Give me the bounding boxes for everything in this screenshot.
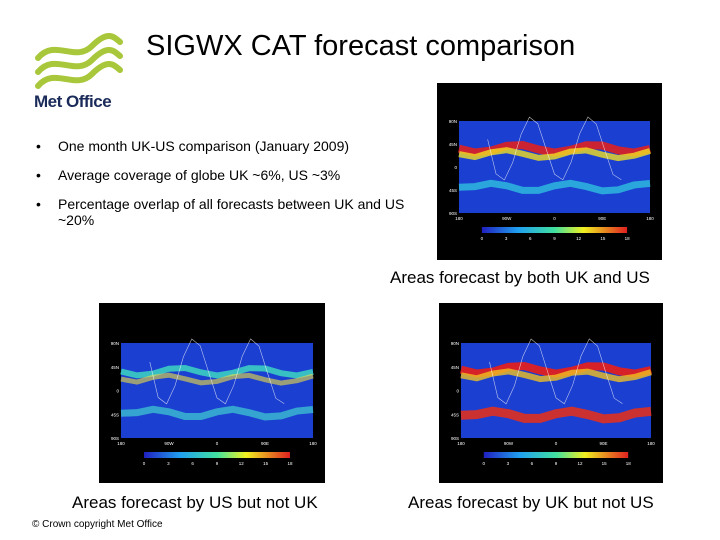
x-tick-label: 180 — [647, 441, 655, 446]
map-panel-us-only: 90N 45N 0 45S 90S 180 90W 0 90E 180 0 3 6 9 12 15 18 — [99, 303, 325, 483]
bullet-item: • Average coverage of globe UK ~6%, US ~3… — [36, 167, 416, 183]
bullet-item: • One month UK-US comparison (January 200… — [36, 138, 416, 154]
coastline — [149, 338, 285, 405]
y-tick-label: 90S — [449, 211, 457, 216]
colorbar-tick-label: 3 — [167, 461, 170, 466]
cat-band — [460, 368, 652, 383]
footer-copyright: © Crown copyright Met Office — [32, 519, 163, 530]
cat-band — [120, 405, 314, 421]
y-tick-label: 45N — [111, 365, 119, 370]
bullet-marker: • — [36, 196, 41, 212]
slide-title: SIGWX CAT forecast comparison — [146, 30, 576, 62]
colorbar-tick-label: 0 — [143, 461, 146, 466]
colorbar — [483, 452, 629, 458]
x-tick-label: 90E — [599, 441, 607, 446]
y-tick-label: 45N — [451, 365, 459, 370]
y-tick-label: 45S — [449, 188, 457, 193]
bullet-text: Average coverage of globe UK ~6%, US ~3% — [58, 167, 341, 183]
map-caption-us-only: Areas forecast by US but not UK — [72, 493, 318, 512]
y-tick-label: 90N — [451, 341, 459, 346]
x-tick-label: 90E — [261, 441, 269, 446]
bullet-text: Percentage overlap of all forecasts betw… — [58, 196, 405, 228]
colorbar-tick-label: 15 — [600, 236, 606, 241]
logo-text: Met Office — [34, 92, 112, 111]
y-tick-label: 45S — [451, 412, 459, 417]
colorbar — [144, 452, 290, 458]
map-field — [461, 343, 651, 438]
x-tick-label: 180 — [117, 441, 125, 446]
colorbar-tick-label: 12 — [576, 236, 582, 241]
coastline — [489, 338, 623, 405]
y-tick-label: 45S — [111, 412, 119, 417]
colorbar-tick-label: 3 — [505, 236, 508, 241]
bullet-text: One month UK-US comparison (January 2009… — [58, 138, 350, 154]
colorbar — [481, 227, 628, 233]
y-tick-label: 45N — [449, 142, 457, 147]
cat-band — [120, 364, 314, 379]
met-office-logo-icon — [35, 33, 123, 89]
map-panel-uk-only: 90N 45N 0 45S 90S 180 90W 0 90E 180 0 3 6 9 12 15 18 — [439, 303, 663, 483]
y-tick-label: 0 — [116, 389, 119, 394]
colorbar-tick-label: 9 — [553, 236, 556, 241]
bullet-item: • Percentage overlap of all forecasts bet… — [36, 196, 416, 228]
map-caption-uk-only: Areas forecast by UK but not US — [408, 493, 654, 512]
colorbar-tick-label: 6 — [191, 461, 194, 466]
x-tick-label: 180 — [455, 216, 463, 221]
colorbar-tick-label: 9 — [216, 461, 219, 466]
y-tick-label: 90S — [111, 436, 119, 441]
y-tick-label: 90N — [111, 341, 119, 346]
map-panel-both: 90N 45N 0 45S 90S 180 90W 0 90E 180 0 3 6 9 12 15 18 — [437, 83, 662, 260]
colorbar-tick-label: 6 — [531, 461, 534, 466]
colorbar-tick-label: 18 — [625, 236, 631, 241]
x-tick-label: 0 — [553, 216, 556, 221]
x-tick-label: 0 — [555, 441, 558, 446]
cat-band — [460, 406, 652, 424]
map-field — [459, 121, 650, 213]
colorbar-tick-label: 0 — [483, 461, 486, 466]
y-tick-label: 90N — [449, 119, 457, 124]
colorbar-tick-label: 15 — [263, 461, 269, 466]
colorbar-tick-label: 6 — [529, 236, 532, 241]
x-tick-label: 0 — [216, 441, 219, 446]
map-field — [121, 343, 313, 438]
colorbar-tick-label: 9 — [555, 461, 558, 466]
cat-band — [458, 179, 651, 195]
x-tick-label: 90W — [502, 216, 512, 221]
colorbar-tick-label: 18 — [626, 461, 632, 466]
colorbar-tick-label: 18 — [287, 461, 293, 466]
x-tick-label: 90W — [504, 441, 514, 446]
colorbar-tick-label: 12 — [239, 461, 245, 466]
colorbar-tick-label: 3 — [507, 461, 510, 466]
bullet-marker: • — [36, 167, 41, 183]
x-tick-label: 180 — [457, 441, 465, 446]
colorbar-tick-label: 12 — [578, 461, 584, 466]
cat-band — [120, 372, 314, 386]
y-tick-label: 0 — [456, 389, 459, 394]
x-tick-label: 90W — [164, 441, 174, 446]
x-tick-label: 90E — [598, 216, 606, 221]
x-tick-label: 180 — [646, 216, 654, 221]
coastline — [487, 116, 622, 181]
y-tick-label: 90S — [451, 436, 459, 441]
map-caption-both: Areas forecast by both UK and US — [390, 268, 650, 287]
bullet-list: • One month UK-US comparison (January 200… — [36, 138, 416, 241]
bullet-marker: • — [36, 138, 41, 154]
colorbar-tick-label: 15 — [602, 461, 608, 466]
colorbar-tick-label: 0 — [481, 236, 484, 241]
y-tick-label: 0 — [454, 165, 457, 170]
x-tick-label: 180 — [309, 441, 317, 446]
